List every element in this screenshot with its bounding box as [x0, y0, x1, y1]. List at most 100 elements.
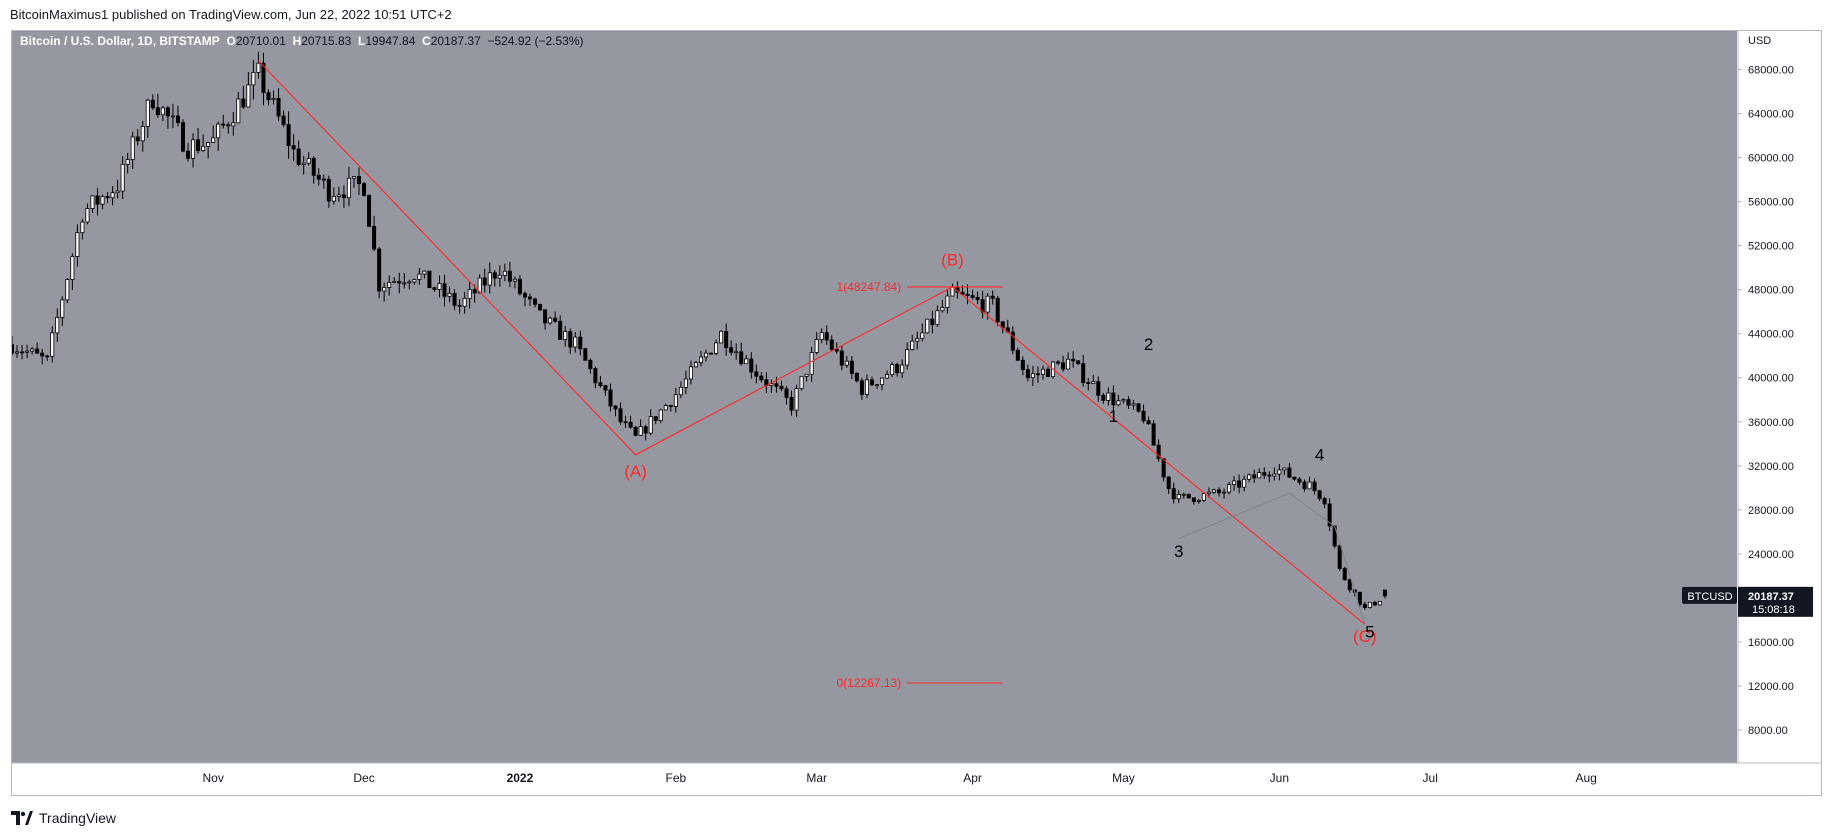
candle-body: [1025, 369, 1030, 379]
candle-body: [422, 270, 427, 275]
candle: [1382, 589, 1387, 599]
candle-body: [945, 295, 950, 308]
candle: [1136, 402, 1141, 413]
candle: [236, 91, 241, 124]
candle: [925, 318, 930, 334]
candle: [623, 415, 628, 428]
candle: [437, 275, 442, 298]
candle: [175, 105, 180, 127]
candle: [875, 384, 880, 389]
candle-body: [915, 338, 920, 342]
candle-body: [910, 340, 915, 350]
candle: [714, 339, 719, 356]
candle-body: [1046, 368, 1051, 377]
candle: [1297, 477, 1302, 485]
price-chart[interactable]: 1(48247.84) 0(12267.13) (A) (B) (C) 1 2 3 4 5 USD 6…: [12, 31, 1821, 795]
candle-body: [905, 349, 910, 366]
candle: [196, 128, 201, 154]
candle-body: [965, 294, 970, 296]
candle: [1342, 566, 1347, 581]
candle: [538, 303, 543, 312]
candle: [432, 286, 437, 292]
candle: [321, 174, 326, 189]
candle-body: [165, 107, 170, 117]
candle: [191, 133, 196, 168]
candle: [331, 187, 336, 205]
candle-body: [367, 195, 372, 227]
price-axis-panel[interactable]: [1738, 31, 1821, 763]
candle-body: [65, 279, 70, 301]
candle-body: [191, 139, 196, 159]
candle-body: [246, 84, 251, 108]
candle: [608, 383, 613, 412]
candle: [20, 344, 25, 360]
candle-body: [276, 97, 281, 117]
candle: [517, 275, 522, 296]
candle: [502, 263, 507, 282]
candle: [744, 355, 749, 365]
candle: [482, 268, 487, 293]
candle: [392, 276, 397, 284]
candle: [653, 416, 658, 425]
plot-area[interactable]: [12, 31, 1737, 763]
candle-body: [1327, 503, 1332, 527]
candle-body: [487, 272, 492, 286]
candle-body: [538, 303, 543, 311]
candle: [467, 280, 472, 309]
candle: [809, 346, 814, 383]
candle-body: [809, 352, 814, 375]
candle: [1106, 387, 1111, 406]
candle-body: [357, 176, 362, 185]
candle-body: [1342, 568, 1347, 581]
ohlc-legend[interactable]: Bitcoin / U.S. Dollar, 1D, BITSTAMP O207…: [20, 34, 584, 48]
candle: [1101, 392, 1106, 404]
candle-body: [90, 195, 95, 209]
candle-body: [854, 373, 859, 382]
candle-body: [517, 278, 522, 295]
candle-body: [568, 331, 573, 348]
candle-body: [1347, 579, 1352, 591]
candle: [55, 308, 60, 342]
price-tick-label: 68000.00: [1748, 65, 1794, 77]
candle-body: [714, 342, 719, 354]
candle: [407, 279, 412, 290]
candle: [266, 89, 271, 106]
time-tick-label: Dec: [353, 771, 374, 785]
candle: [296, 140, 301, 167]
candle-body: [95, 195, 100, 205]
candle-body: [920, 332, 925, 340]
price-tick-label: 52000.00: [1748, 241, 1794, 253]
candle-body: [829, 339, 834, 350]
candle-body: [633, 426, 638, 436]
candle-body: [925, 318, 930, 334]
candle: [1015, 347, 1020, 361]
candle: [1287, 463, 1292, 478]
time-axis-panel[interactable]: [12, 763, 1738, 795]
candle: [150, 94, 155, 110]
candle: [990, 290, 995, 305]
candle-body: [1222, 491, 1227, 494]
candle-body: [462, 297, 467, 307]
candle-body: [316, 174, 321, 180]
candle: [1317, 489, 1322, 502]
candle-body: [940, 307, 945, 312]
candle: [1071, 351, 1076, 368]
candle-body: [1111, 392, 1116, 406]
candle-body: [1146, 420, 1151, 425]
candle-body: [608, 389, 613, 407]
candle: [1146, 416, 1151, 425]
candle: [246, 72, 251, 108]
candle: [1367, 601, 1372, 609]
candle-body: [377, 248, 382, 292]
candle: [522, 291, 527, 307]
chart-frame[interactable]: 1(48247.84) 0(12267.13) (A) (B) (C) 1 2 3 4 5 USD 6…: [11, 30, 1822, 796]
wave-label-number: 2: [1144, 335, 1153, 354]
candle-body: [869, 379, 874, 386]
symbol-badge[interactable]: BTCUSD: [1682, 586, 1737, 604]
candle-body: [834, 348, 839, 352]
candle-body: [1086, 382, 1091, 384]
candle: [854, 372, 859, 383]
candle-body: [709, 352, 714, 355]
candle: [372, 215, 377, 252]
